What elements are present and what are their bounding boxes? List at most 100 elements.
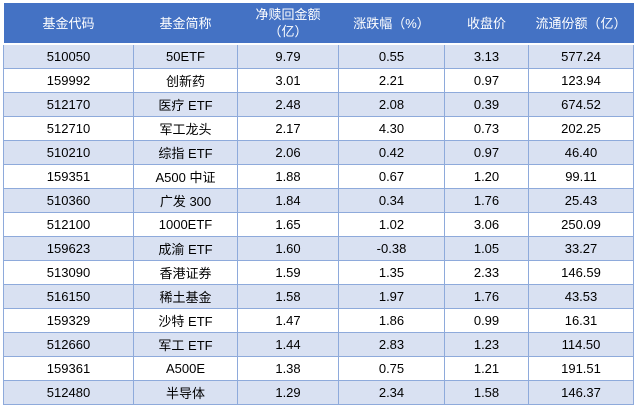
cell-fund-name: 1000ETF bbox=[133, 212, 238, 237]
cell-net-redemption-amount: 1.58 bbox=[237, 284, 339, 309]
cell-fund-name: 稀土基金 bbox=[133, 284, 238, 309]
table-row: 510360 广发 300 1.84 0.34 1.76 25.43 bbox=[3, 188, 634, 213]
cell-close-price: 3.06 bbox=[444, 212, 529, 237]
cell-fund-name: 沙特 ETF bbox=[133, 308, 238, 333]
cell-change-percent: 1.86 bbox=[338, 308, 445, 333]
cell-close-price: 1.76 bbox=[444, 188, 529, 213]
cell-net-redemption-amount: 1.44 bbox=[237, 332, 339, 357]
cell-fund-code: 159329 bbox=[3, 308, 134, 333]
cell-net-redemption-amount: 2.06 bbox=[237, 140, 339, 165]
table-row: 159623 成渝 ETF 1.60 -0.38 1.05 33.27 bbox=[3, 236, 634, 261]
table-row: 516150 稀土基金 1.58 1.97 1.76 43.53 bbox=[3, 284, 634, 309]
cell-fund-code: 159361 bbox=[3, 356, 134, 381]
cell-float-shares: 114.50 bbox=[528, 332, 634, 357]
table-row: 510210 综指 ETF 2.06 0.42 0.97 46.40 bbox=[3, 140, 634, 165]
cell-float-shares: 25.43 bbox=[528, 188, 634, 213]
cell-net-redemption-amount: 9.79 bbox=[237, 43, 339, 69]
table-row: 512100 1000ETF 1.65 1.02 3.06 250.09 bbox=[3, 212, 634, 237]
fund-table-page: 基金代码 基金简称 净赎回金额（亿） 涨跌幅（%） 收盘价 流通份额（亿） 51… bbox=[0, 3, 637, 407]
cell-close-price: 1.20 bbox=[444, 164, 529, 189]
cell-fund-code: 512480 bbox=[3, 380, 134, 405]
cell-net-redemption-amount: 2.17 bbox=[237, 116, 339, 141]
cell-fund-name: 创新药 bbox=[133, 68, 238, 93]
cell-fund-name: 成渝 ETF bbox=[133, 236, 238, 261]
table-header: 基金代码 基金简称 净赎回金额（亿） 涨跌幅（%） 收盘价 流通份额（亿） bbox=[3, 3, 634, 45]
table-row: 510050 50ETF 9.79 0.55 3.13 577.24 bbox=[3, 43, 634, 69]
header-close-price: 收盘价 bbox=[444, 3, 529, 45]
cell-close-price: 0.39 bbox=[444, 92, 529, 117]
cell-fund-code: 159351 bbox=[3, 164, 134, 189]
cell-close-price: 0.97 bbox=[444, 140, 529, 165]
header-row: 基金代码 基金简称 净赎回金额（亿） 涨跌幅（%） 收盘价 流通份额（亿） bbox=[3, 3, 634, 45]
cell-change-percent: 0.34 bbox=[338, 188, 445, 213]
cell-change-percent: 0.55 bbox=[338, 43, 445, 69]
cell-change-percent: 1.02 bbox=[338, 212, 445, 237]
cell-change-percent: 0.75 bbox=[338, 356, 445, 381]
table-row: 512660 军工 ETF 1.44 2.83 1.23 114.50 bbox=[3, 332, 634, 357]
cell-close-price: 3.13 bbox=[444, 43, 529, 69]
cell-fund-code: 512660 bbox=[3, 332, 134, 357]
cell-float-shares: 146.37 bbox=[528, 380, 634, 405]
cell-float-shares: 250.09 bbox=[528, 212, 634, 237]
cell-fund-code: 512710 bbox=[3, 116, 134, 141]
cell-net-redemption-amount: 1.60 bbox=[237, 236, 339, 261]
cell-close-price: 1.76 bbox=[444, 284, 529, 309]
cell-fund-code: 512170 bbox=[3, 92, 134, 117]
table-row: 512710 军工龙头 2.17 4.30 0.73 202.25 bbox=[3, 116, 634, 141]
header-net-redemption-amount: 净赎回金额（亿） bbox=[237, 3, 339, 45]
cell-float-shares: 46.40 bbox=[528, 140, 634, 165]
cell-change-percent: 1.35 bbox=[338, 260, 445, 285]
cell-change-percent: 1.97 bbox=[338, 284, 445, 309]
cell-float-shares: 33.27 bbox=[528, 236, 634, 261]
cell-fund-name: A500E bbox=[133, 356, 238, 381]
cell-float-shares: 577.24 bbox=[528, 43, 634, 69]
table-row: 159329 沙特 ETF 1.47 1.86 0.99 16.31 bbox=[3, 308, 634, 333]
cell-change-percent: 4.30 bbox=[338, 116, 445, 141]
table-row: 159361 A500E 1.38 0.75 1.21 191.51 bbox=[3, 356, 634, 381]
cell-fund-code: 510210 bbox=[3, 140, 134, 165]
cell-fund-name: 50ETF bbox=[133, 43, 238, 69]
cell-close-price: 0.97 bbox=[444, 68, 529, 93]
cell-float-shares: 146.59 bbox=[528, 260, 634, 285]
cell-fund-code: 516150 bbox=[3, 284, 134, 309]
cell-float-shares: 99.11 bbox=[528, 164, 634, 189]
cell-fund-name: 综指 ETF bbox=[133, 140, 238, 165]
fund-table: 基金代码 基金简称 净赎回金额（亿） 涨跌幅（%） 收盘价 流通份额（亿） 51… bbox=[3, 3, 634, 405]
cell-close-price: 0.99 bbox=[444, 308, 529, 333]
table-row: 513090 香港证券 1.59 1.35 2.33 146.59 bbox=[3, 260, 634, 285]
cell-float-shares: 43.53 bbox=[528, 284, 634, 309]
cell-float-shares: 674.52 bbox=[528, 92, 634, 117]
cell-close-price: 1.05 bbox=[444, 236, 529, 261]
cell-fund-name: 军工龙头 bbox=[133, 116, 238, 141]
cell-float-shares: 123.94 bbox=[528, 68, 634, 93]
cell-net-redemption-amount: 3.01 bbox=[237, 68, 339, 93]
cell-float-shares: 191.51 bbox=[528, 356, 634, 381]
cell-net-redemption-amount: 1.38 bbox=[237, 356, 339, 381]
cell-fund-code: 159992 bbox=[3, 68, 134, 93]
cell-close-price: 1.58 bbox=[444, 380, 529, 405]
cell-change-percent: 2.21 bbox=[338, 68, 445, 93]
cell-change-percent: 0.42 bbox=[338, 140, 445, 165]
cell-float-shares: 202.25 bbox=[528, 116, 634, 141]
cell-fund-name: 香港证券 bbox=[133, 260, 238, 285]
cell-close-price: 2.33 bbox=[444, 260, 529, 285]
cell-net-redemption-amount: 1.88 bbox=[237, 164, 339, 189]
header-fund-name: 基金简称 bbox=[133, 3, 238, 45]
cell-fund-code: 512100 bbox=[3, 212, 134, 237]
cell-fund-name: 半导体 bbox=[133, 380, 238, 405]
cell-change-percent: 2.83 bbox=[338, 332, 445, 357]
table-row: 512480 半导体 1.29 2.34 1.58 146.37 bbox=[3, 380, 634, 405]
table-body: 510050 50ETF 9.79 0.55 3.13 577.24 159992 创新药 3.… bbox=[3, 43, 634, 405]
cell-close-price: 1.23 bbox=[444, 332, 529, 357]
cell-change-percent: -0.38 bbox=[338, 236, 445, 261]
cell-change-percent: 2.08 bbox=[338, 92, 445, 117]
cell-net-redemption-amount: 1.29 bbox=[237, 380, 339, 405]
cell-fund-code: 513090 bbox=[3, 260, 134, 285]
cell-fund-name: 医疗 ETF bbox=[133, 92, 238, 117]
header-change-percent: 涨跌幅（%） bbox=[338, 3, 445, 45]
cell-fund-code: 159623 bbox=[3, 236, 134, 261]
cell-net-redemption-amount: 2.48 bbox=[237, 92, 339, 117]
cell-fund-name: 广发 300 bbox=[133, 188, 238, 213]
cell-net-redemption-amount: 1.47 bbox=[237, 308, 339, 333]
header-fund-code: 基金代码 bbox=[3, 3, 134, 45]
